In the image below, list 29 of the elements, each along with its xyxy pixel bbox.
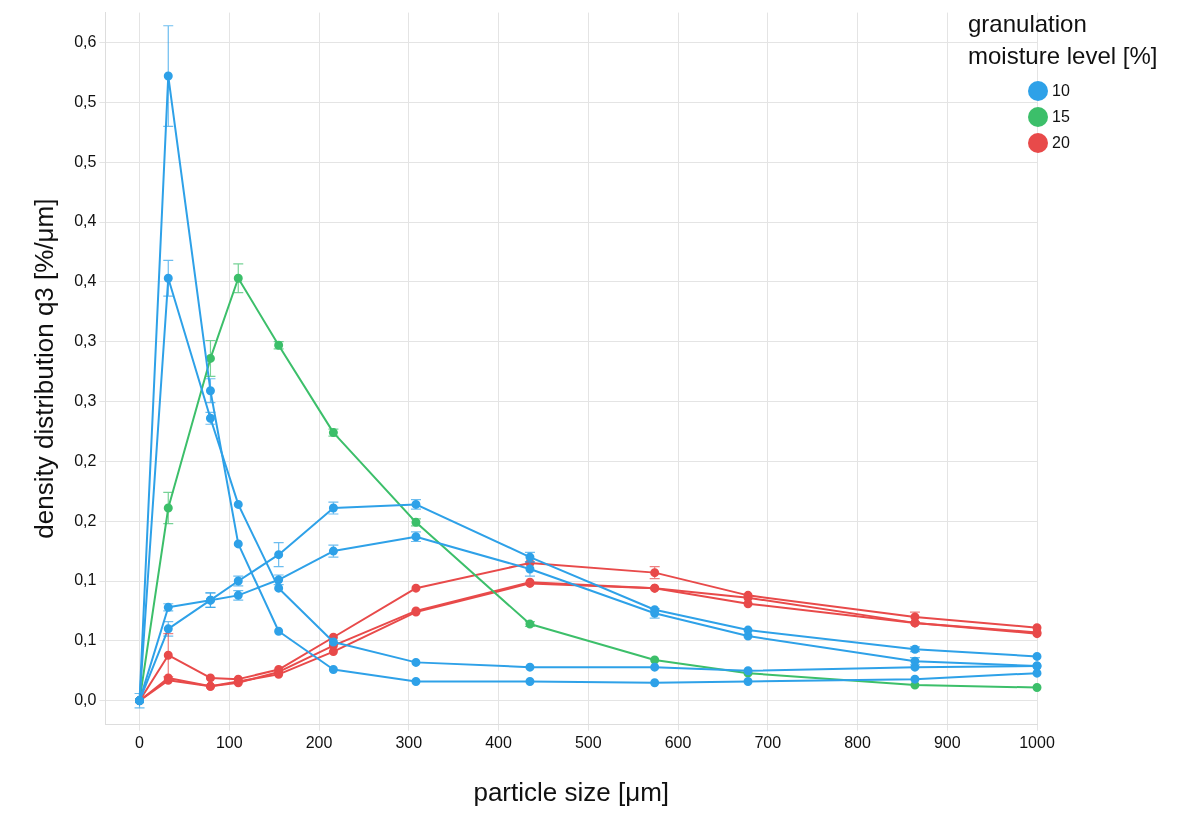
y-tick-label: 0,3 [74,391,97,409]
legend-label: 15 [1052,108,1070,126]
y-axis-title: density distribution q3 [%/μm] [28,198,59,539]
x-tick-label: 500 [574,733,602,751]
y-tick-label: 0,5 [74,152,97,170]
y-tick-label: 0,4 [74,272,97,290]
x-tick-label: 0 [135,733,145,751]
x-axis-title: particle size [μm] [473,776,670,807]
x-tick-label: 400 [485,733,512,751]
x-tick-label: 700 [754,733,782,751]
y-tick-label: 0,2 [74,511,97,529]
x-tick-label: 100 [215,733,243,751]
x-tick-label: 1000 [1019,733,1055,751]
y-tick-label: 0,0 [74,691,97,709]
y-tick-label: 0,4 [74,212,97,230]
x-tick-label: 800 [844,733,871,751]
y-tick-label: 0,3 [74,332,97,350]
legend-label: 10 [1052,82,1070,100]
x-tick-label: 900 [933,733,961,751]
y-tick-label: 0,1 [74,571,97,589]
y-tick-label: 0,1 [74,631,97,649]
y-tick-label: 0,6 [74,32,97,50]
x-tick-label: 600 [664,733,692,751]
x-tick-label: 300 [395,733,423,751]
x-tick-label: 200 [305,733,333,751]
y-tick-label: 0,2 [74,451,97,469]
legend-label: 20 [1052,134,1070,152]
y-tick-label: 0,5 [74,92,97,110]
legend-title: granulation moisture level [%] [968,9,1159,71]
